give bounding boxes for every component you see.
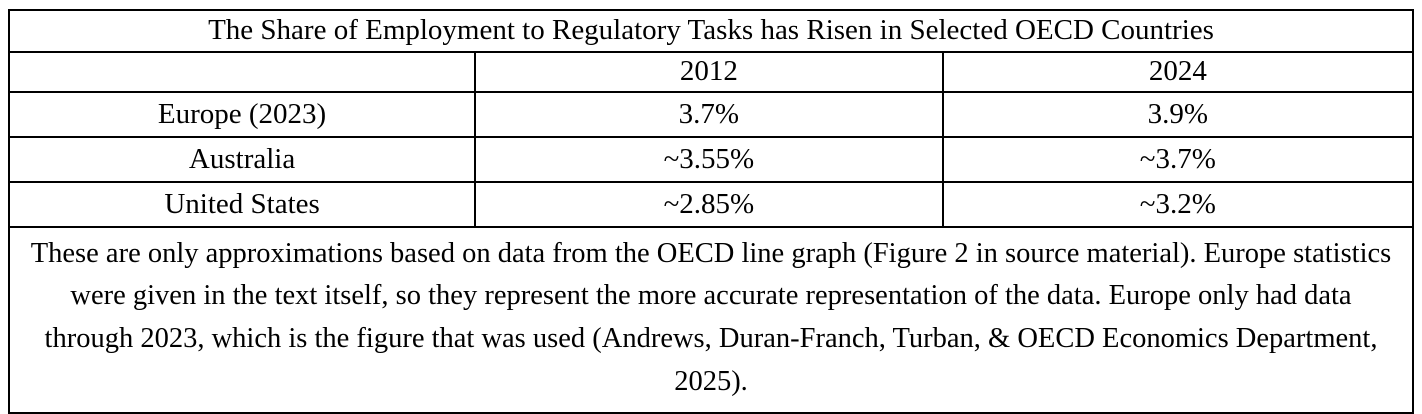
cell-australia-2012: ~3.55% [474,136,944,183]
cell-united-states-2024: ~3.2% [941,181,1415,228]
row-label-europe: Europe (2023) [7,91,477,138]
cell-united-states-2012: ~2.85% [474,181,944,228]
column-header-2024: 2024 [941,51,1415,93]
table-figure: The Share of Employment to Regulatory Ta… [7,9,1415,414]
table-title-row: The Share of Employment to Regulatory Ta… [8,9,1414,53]
column-header-2012: 2012 [474,51,944,93]
row-label-united-states: United States [7,181,477,228]
row-label-australia: Australia [7,136,477,183]
table-header-row: 2012 2024 [7,51,1415,93]
column-header-blank [7,51,477,93]
table-row-europe: Europe (2023) 3.7% 3.9% [7,91,1415,138]
cell-australia-2024: ~3.7% [941,136,1415,183]
cell-europe-2024: 3.9% [941,91,1415,138]
table-row-australia: Australia ~3.55% ~3.7% [7,136,1415,183]
table-note: These are only approximations based on d… [8,226,1414,414]
table-row-united-states: United States ~2.85% ~3.2% [7,181,1415,228]
cell-europe-2012: 3.7% [474,91,944,138]
table-note-row: These are only approximations based on d… [8,226,1414,414]
oecd-employment-share-table: The Share of Employment to Regulatory Ta… [7,9,1415,414]
table-title: The Share of Employment to Regulatory Ta… [8,9,1414,53]
